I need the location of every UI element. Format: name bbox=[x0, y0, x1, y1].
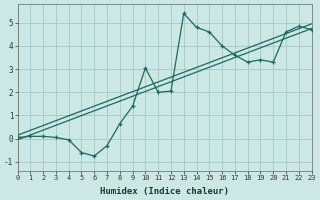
X-axis label: Humidex (Indice chaleur): Humidex (Indice chaleur) bbox=[100, 187, 229, 196]
